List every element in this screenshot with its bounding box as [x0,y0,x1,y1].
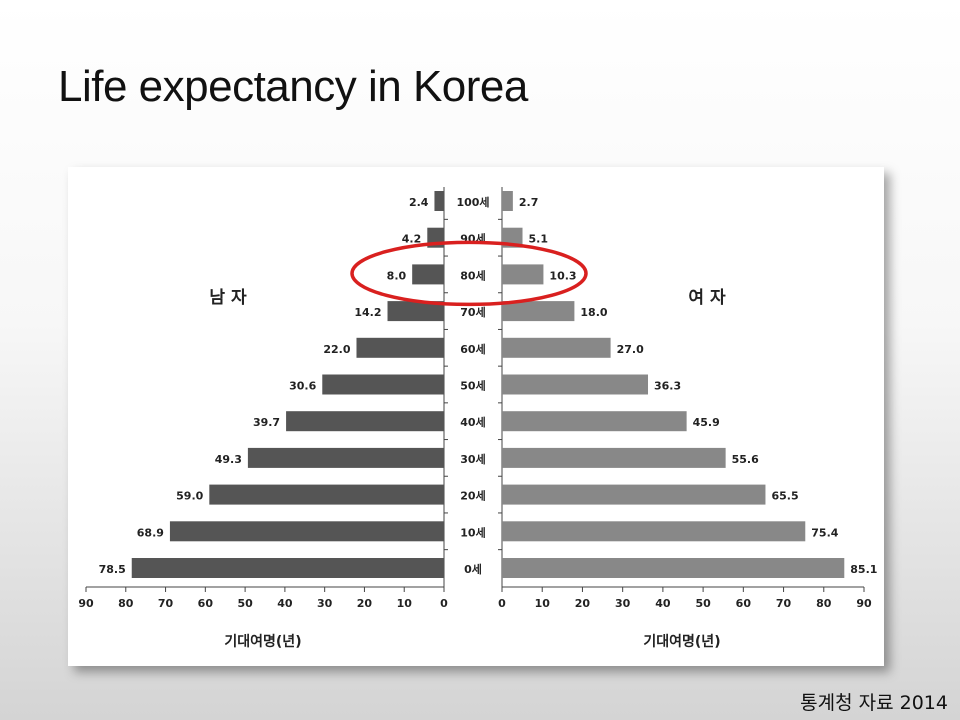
female-bar [502,411,687,432]
female-bar [502,447,726,468]
age-category-label: 100세 [456,195,489,209]
male-bar-value-label: 39.7 [253,416,280,429]
age-category-label: 80세 [460,268,485,282]
male-x-tick-label: 60 [198,597,214,610]
male-bar [209,484,444,505]
male-bar [434,191,444,211]
male-x-tick-label: 20 [357,597,373,610]
age-category-label: 70세 [460,305,485,319]
age-category-label: 50세 [460,379,485,393]
male-bar [286,411,444,432]
male-bar-value-label: 78.5 [99,563,126,576]
male-bar-value-label: 4.2 [402,233,422,246]
female-bar-value-label: 2.7 [519,196,539,209]
male-bar [412,264,444,285]
female-bar-value-label: 5.1 [529,233,549,246]
age-category-label: 20세 [460,489,485,503]
female-bar [502,301,575,322]
male-bar-value-label: 30.6 [289,380,316,393]
male-bar [356,337,444,358]
male-x-tick-label: 30 [317,597,333,610]
slide-title: Life expectancy in Korea [58,62,528,111]
male-x-axis-title: 기대여명(년) [224,633,301,650]
male-x-tick-label: 50 [237,597,253,610]
age-category-label: 40세 [460,415,485,429]
male-bar-value-label: 2.4 [409,196,429,209]
male-bar-value-label: 68.9 [137,526,164,539]
male-bar-value-label: 8.0 [387,269,407,282]
female-x-tick-label: 90 [856,597,872,610]
male-bar [387,301,444,322]
male-series-label: 남 자 [209,288,247,308]
female-bar-value-label: 75.4 [811,526,838,539]
female-bar-value-label: 18.0 [580,306,607,319]
female-x-tick-label: 40 [655,597,671,610]
female-bar-value-label: 85.1 [850,563,877,576]
male-x-tick-label: 80 [118,597,134,610]
female-bar [502,521,806,542]
female-x-tick-label: 50 [695,597,711,610]
chart-card: 0 10 20 30 40 50 60 70 80 90 0 10 20 30 40 50 60 70 80 90 … [68,167,884,666]
female-bar [502,337,611,358]
male-bar-value-label: 14.2 [354,306,381,319]
male-bar [169,521,444,542]
male-x-axis: 0 10 20 30 40 50 60 70 80 90 [78,187,448,610]
highlight-ellipse [350,240,588,307]
bars-group [131,191,845,578]
female-x-tick-label: 20 [575,597,591,610]
male-bar [322,374,444,395]
female-x-tick-label: 80 [816,597,832,610]
female-bar [502,191,513,211]
age-category-label: 30세 [460,452,485,466]
male-x-tick-label: 40 [277,597,293,610]
male-x-tick-label: 70 [158,597,174,610]
age-category-label: 0세 [464,562,482,576]
male-x-tick-label: 10 [397,597,413,610]
male-bar-value-label: 22.0 [323,343,350,356]
female-x-tick-label: 30 [615,597,631,610]
male-bar [131,558,444,578]
female-bar [502,374,649,395]
female-bar [502,264,544,285]
male-x-tick-label: 90 [78,597,94,610]
female-bar-value-label: 55.6 [732,453,759,466]
female-x-tick-label: 70 [776,597,792,610]
male-bar [247,447,444,468]
male-bar-value-label: 59.0 [176,490,203,503]
female-bar-value-label: 65.5 [771,490,798,503]
female-series-label: 여 자 [688,288,726,308]
age-category-label: 10세 [460,525,485,539]
female-x-tick-label: 0 [498,597,506,610]
male-x-tick-label: 0 [440,597,448,610]
female-x-tick-label: 60 [736,597,752,610]
bar-value-labels: 2.4 4.2 8.0 14.2 22.0 30.6 39.7 49.3 59.0 68.9 78.… [99,196,878,576]
female-x-axis-title: 기대여명(년) [643,633,720,650]
female-bar-value-label: 45.9 [693,416,720,429]
female-bar-value-label: 36.3 [654,380,681,393]
source-note: 통계청 자료 2014 [800,692,948,714]
female-x-tick-label: 10 [535,597,551,610]
male-bar-value-label: 49.3 [215,453,242,466]
female-bar-value-label: 10.3 [549,269,576,282]
female-bar [502,484,766,505]
age-category-label: 60세 [460,342,485,356]
female-bar [502,558,845,578]
female-bar-value-label: 27.0 [617,343,644,356]
